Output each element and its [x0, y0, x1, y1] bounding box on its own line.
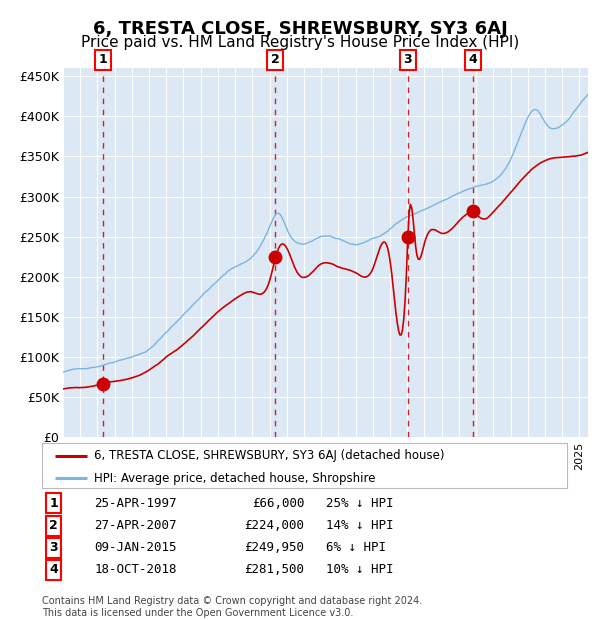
Text: £66,000: £66,000 [252, 497, 305, 510]
Text: 2: 2 [271, 53, 280, 66]
Text: 2: 2 [49, 519, 58, 532]
Text: 27-APR-2007: 27-APR-2007 [95, 519, 177, 532]
Text: HPI: Average price, detached house, Shropshire: HPI: Average price, detached house, Shro… [95, 472, 376, 485]
Text: 25-APR-1997: 25-APR-1997 [95, 497, 177, 510]
Text: 6% ↓ HPI: 6% ↓ HPI [325, 541, 386, 554]
Text: 6, TRESTA CLOSE, SHREWSBURY, SY3 6AJ: 6, TRESTA CLOSE, SHREWSBURY, SY3 6AJ [92, 20, 508, 38]
Text: 10% ↓ HPI: 10% ↓ HPI [325, 564, 393, 577]
Text: 4: 4 [468, 53, 477, 66]
Text: £281,500: £281,500 [245, 564, 305, 577]
Text: 18-OCT-2018: 18-OCT-2018 [95, 564, 177, 577]
Text: 1: 1 [49, 497, 58, 510]
Text: 3: 3 [49, 541, 58, 554]
Text: 6, TRESTA CLOSE, SHREWSBURY, SY3 6AJ (detached house): 6, TRESTA CLOSE, SHREWSBURY, SY3 6AJ (de… [95, 450, 445, 463]
Text: 1: 1 [98, 53, 107, 66]
Text: 4: 4 [49, 564, 58, 577]
Text: £249,950: £249,950 [245, 541, 305, 554]
Text: 14% ↓ HPI: 14% ↓ HPI [325, 519, 393, 532]
Text: 25% ↓ HPI: 25% ↓ HPI [325, 497, 393, 510]
Text: £224,000: £224,000 [245, 519, 305, 532]
Text: 09-JAN-2015: 09-JAN-2015 [95, 541, 177, 554]
Text: Price paid vs. HM Land Registry's House Price Index (HPI): Price paid vs. HM Land Registry's House … [81, 35, 519, 50]
Text: 3: 3 [403, 53, 412, 66]
Text: Contains HM Land Registry data © Crown copyright and database right 2024.
This d: Contains HM Land Registry data © Crown c… [42, 596, 422, 618]
